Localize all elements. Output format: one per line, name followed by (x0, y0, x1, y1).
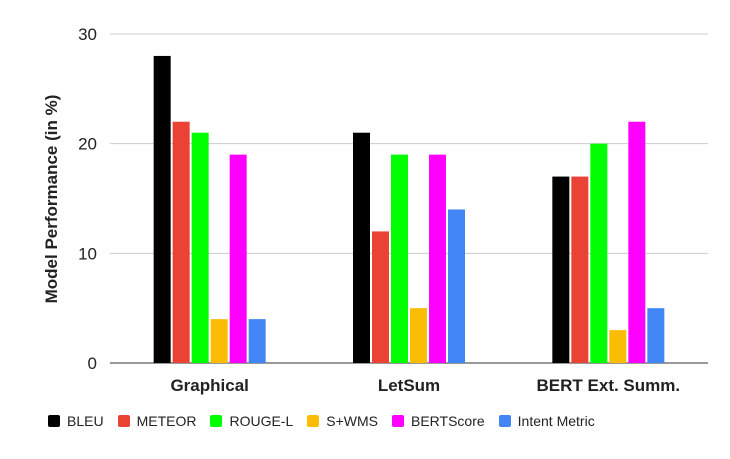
bar (248, 319, 266, 363)
y-tick-label: 30 (78, 25, 97, 44)
labels-layer: 0 10 20 30 Graphical LetSum BERT Ext. Summ. (78, 25, 680, 395)
legend-label: S+WMS (326, 413, 378, 429)
bar (210, 319, 228, 363)
bar (391, 154, 408, 363)
legend-swatch (48, 415, 60, 427)
y-tick-label: 20 (78, 135, 97, 154)
legend-label: ROUGE-L (229, 413, 294, 429)
legend-item: BERTScore (392, 413, 485, 429)
legend-swatch (392, 415, 404, 427)
bar (590, 143, 608, 363)
x-tick-label: Graphical (170, 376, 248, 395)
bar (153, 55, 171, 363)
legend-label: BLEU (67, 413, 104, 429)
legend-item: METEOR (117, 413, 197, 429)
y-axis-label: Model Performance (in %) (42, 95, 61, 304)
bar (172, 121, 190, 363)
legend-item: BLEU (48, 413, 104, 429)
bar (229, 154, 247, 363)
legend-label: Intent Metric (517, 413, 595, 429)
bar (628, 121, 646, 363)
bar (647, 308, 665, 363)
legend-swatch (498, 415, 511, 427)
bar (571, 176, 589, 363)
legend-item: S+WMS (307, 413, 378, 429)
y-tick-label: 0 (88, 354, 97, 373)
bar (429, 154, 446, 363)
bar (372, 231, 389, 363)
bar (191, 132, 209, 363)
legend-label: BERTScore (411, 413, 485, 429)
legend: BLEU METEOR ROUGE-L S+WMS BERTScore Intent Me… (48, 410, 609, 432)
legend-swatch (307, 415, 320, 427)
legend-swatch (117, 415, 130, 427)
grid-layer (110, 33, 708, 364)
bar (609, 330, 627, 363)
bar (353, 132, 370, 363)
bar (552, 176, 570, 363)
x-tick-label: LetSum (378, 376, 440, 395)
bar (448, 209, 465, 363)
x-tick-label: BERT Ext. Summ. (537, 376, 681, 395)
bar (410, 308, 427, 363)
legend-item: Intent Metric (498, 413, 595, 429)
legend-label: METEOR (136, 413, 197, 429)
bars-layer (153, 55, 665, 363)
legend-swatch (210, 415, 223, 427)
y-tick-label: 10 (78, 244, 97, 263)
legend-item: ROUGE-L (210, 413, 293, 429)
